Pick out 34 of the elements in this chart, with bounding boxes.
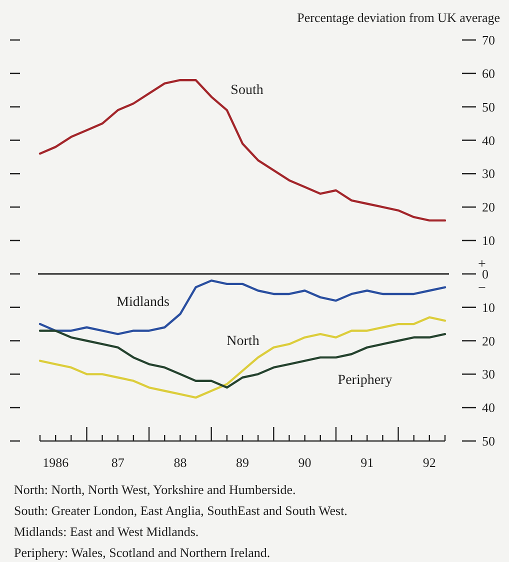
y-tick-label: 10: [482, 300, 495, 315]
y-tick-label: 40: [482, 400, 495, 416]
text: Periphery: Wales, Scotland and Northern Ireland.: [14, 545, 270, 560]
y-tick-label: 30: [482, 366, 495, 382]
text: Midlands: East and West Midlands.: [14, 524, 199, 539]
series-label: South: [230, 83, 264, 98]
y-tick-label: 20: [482, 333, 495, 348]
x-tick-label: 91: [360, 455, 374, 470]
x-tick-label: 90: [298, 455, 312, 470]
x-tick-label: 88: [174, 455, 187, 470]
y-tick-label: 70: [482, 32, 495, 48]
x-tick-label: 1986: [42, 455, 70, 470]
series-label: Periphery: [338, 373, 392, 388]
y-tick-label: 50: [482, 434, 495, 449]
line-series: [38, 79, 446, 222]
series-label: Midlands: [116, 295, 170, 310]
text: South: Greater London, East Anglia, SouthEast and South West.: [14, 503, 348, 518]
y-tick-label: 20: [482, 200, 495, 215]
x-tick-label: 92: [422, 455, 436, 470]
line-series: [38, 280, 446, 336]
y-axis-title: Percentage deviation from UK average: [297, 10, 500, 25]
x-tick-label: 87: [111, 455, 125, 470]
text: North: North, North West, Yorkshire and Humberside.: [14, 482, 296, 497]
y-tick-label: 0: [482, 266, 488, 282]
x-tick-label: 89: [236, 455, 249, 470]
y-tick-label: 10: [482, 233, 495, 248]
line-series: [38, 316, 446, 399]
y-tick-label: 30: [482, 166, 495, 182]
series-label: North: [226, 334, 260, 349]
text: −: [478, 280, 486, 296]
y-tick-label: 60: [482, 66, 495, 81]
y-tick-label: 50: [482, 99, 495, 114]
line-series: [38, 330, 446, 389]
y-tick-label: 40: [482, 132, 495, 148]
